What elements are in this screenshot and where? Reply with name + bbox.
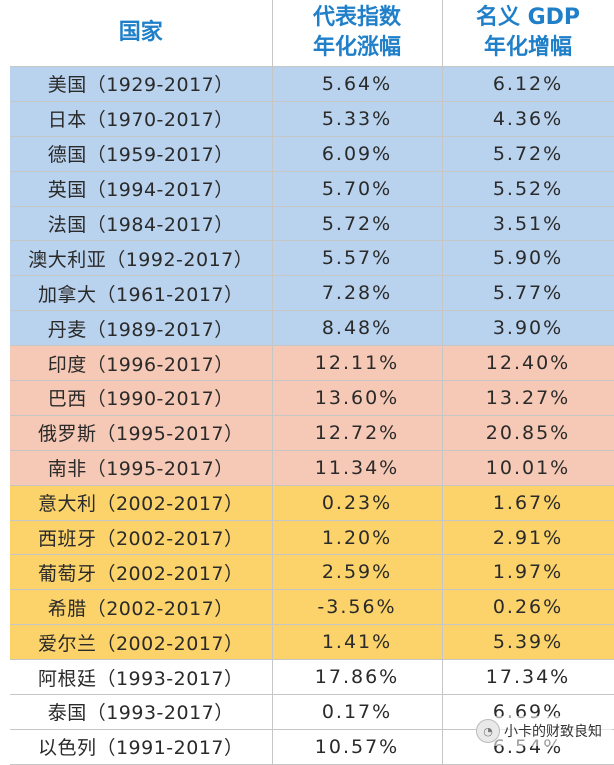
cell-country: 丹麦（1989-2017） — [10, 310, 273, 347]
cell-gdp-growth: 5.77% — [442, 275, 614, 312]
header-country: 国家 — [10, 0, 273, 67]
cell-country: 英国（1994-2017） — [10, 171, 273, 207]
table-row: 意大利（2002-2017） 0.23% 1.67% — [10, 485, 614, 521]
cell-gdp-growth: 13.27% — [442, 380, 614, 416]
watermark: ◔ 小卡的财致良知 — [476, 716, 612, 746]
cell-gdp-growth: 5.39% — [442, 624, 614, 661]
table-row: 日本（1970-2017） 5.33% 4.36% — [10, 101, 614, 137]
cell-country: 爱尔兰（2002-2017） — [10, 624, 273, 661]
cell-country: 加拿大（1961-2017） — [10, 275, 273, 312]
header-index-line2: 年化涨幅 — [312, 35, 401, 60]
cell-country: 巴西（1990-2017） — [10, 380, 273, 416]
cell-country: 南非（1995-2017） — [10, 450, 273, 486]
cell-index-return: 17.86% — [272, 659, 443, 696]
table-row: 德国（1959-2017） 6.09% 5.72% — [10, 136, 614, 172]
table-row: 法国（1984-2017） 5.72% 3.51% — [10, 206, 614, 242]
cell-gdp-growth: 1.67% — [442, 485, 614, 521]
cell-index-return: 8.48% — [272, 310, 443, 347]
header-row: 国家 代表指数 年化涨幅 名义 GDP 年化增幅 — [10, 0, 614, 67]
returns-table: 国家 代表指数 年化涨幅 名义 GDP 年化增幅 美国（1929-2017） 5.… — [10, 0, 614, 765]
cell-country: 日本（1970-2017） — [10, 101, 273, 137]
cell-gdp-growth: 6.12% — [442, 66, 614, 102]
cell-country: 俄罗斯（1995-2017） — [10, 415, 273, 451]
cell-gdp-growth: 0.26% — [442, 589, 614, 626]
watermark-text: 小卡的财致良知 — [504, 724, 602, 740]
cell-country: 德国（1959-2017） — [10, 136, 273, 172]
cell-gdp-growth: 3.51% — [442, 206, 614, 242]
cell-country: 法国（1984-2017） — [10, 206, 273, 242]
table-row: 印度（1996-2017） 12.11% 12.40% — [10, 345, 614, 382]
table-row: 英国（1994-2017） 5.70% 5.52% — [10, 171, 614, 207]
table-row: 希腊（2002-2017） -3.56% 0.26% — [10, 589, 614, 626]
cell-gdp-growth: 5.90% — [442, 240, 614, 277]
cell-index-return: 7.28% — [272, 275, 443, 312]
cell-country: 泰国（1993-2017） — [10, 694, 273, 730]
table-row: 葡萄牙（2002-2017） 2.59% 1.97% — [10, 554, 614, 591]
table-row: 澳大利亚（1992-2017） 5.57% 5.90% — [10, 240, 614, 277]
table-row: 俄罗斯（1995-2017） 12.72% 20.85% — [10, 415, 614, 451]
cell-index-return: -3.56% — [272, 589, 443, 626]
cell-index-return: 5.64% — [272, 66, 443, 102]
cell-gdp-growth: 5.72% — [442, 136, 614, 172]
table-row: 爱尔兰（2002-2017） 1.41% 5.39% — [10, 624, 614, 661]
header-gdp-line2: 年化增幅 — [483, 35, 572, 60]
cell-country: 阿根廷（1993-2017） — [10, 659, 273, 696]
cell-country: 西班牙（2002-2017） — [10, 520, 273, 556]
cell-country: 澳大利亚（1992-2017） — [10, 240, 273, 277]
table-row: 丹麦（1989-2017） 8.48% 3.90% — [10, 310, 614, 347]
table-row: 阿根廷（1993-2017） 17.86% 17.34% — [10, 659, 614, 696]
header-index-line1: 代表指数 — [312, 5, 401, 30]
header-gdp-line1: 名义 GDP — [475, 5, 581, 30]
table-row: 巴西（1990-2017） 13.60% 13.27% — [10, 380, 614, 416]
cell-country: 葡萄牙（2002-2017） — [10, 554, 273, 591]
cell-index-return: 11.34% — [272, 450, 443, 486]
cell-index-return: 13.60% — [272, 380, 443, 416]
cell-index-return: 5.70% — [272, 171, 443, 207]
header-index-return: 代表指数 年化涨幅 — [272, 0, 443, 67]
cell-country: 意大利（2002-2017） — [10, 485, 273, 521]
cell-country: 印度（1996-2017） — [10, 345, 273, 382]
cell-gdp-growth: 12.40% — [442, 345, 614, 382]
table-row: 泰国（1993-2017） 0.17% 6.69% — [10, 694, 614, 730]
cell-index-return: 5.72% — [272, 206, 443, 242]
table-row: 南非（1995-2017） 11.34% 10.01% — [10, 450, 614, 486]
cell-country: 希腊（2002-2017） — [10, 589, 273, 626]
cell-gdp-growth: 20.85% — [442, 415, 614, 451]
cell-country: 以色列（1991-2017） — [10, 729, 273, 765]
cell-index-return: 2.59% — [272, 554, 443, 591]
table-row: 加拿大（1961-2017） 7.28% 5.77% — [10, 275, 614, 312]
cell-gdp-growth: 10.01% — [442, 450, 614, 486]
header-country-label: 国家 — [118, 20, 163, 45]
cell-index-return: 1.20% — [272, 520, 443, 556]
cell-gdp-growth: 17.34% — [442, 659, 614, 696]
cell-index-return: 12.11% — [272, 345, 443, 382]
table-row: 西班牙（2002-2017） 1.20% 2.91% — [10, 520, 614, 556]
cell-country: 美国（1929-2017） — [10, 66, 273, 102]
cell-index-return: 5.57% — [272, 240, 443, 277]
cell-gdp-growth: 1.97% — [442, 554, 614, 591]
cell-index-return: 0.17% — [272, 694, 443, 730]
cell-index-return: 12.72% — [272, 415, 443, 451]
header-gdp-growth: 名义 GDP 年化增幅 — [442, 0, 614, 67]
cell-index-return: 1.41% — [272, 624, 443, 661]
cell-gdp-growth: 3.90% — [442, 310, 614, 347]
cell-gdp-growth: 2.91% — [442, 520, 614, 556]
cell-index-return: 5.33% — [272, 101, 443, 137]
cell-index-return: 10.57% — [272, 729, 443, 765]
cell-gdp-growth: 5.52% — [442, 171, 614, 207]
cell-index-return: 6.09% — [272, 136, 443, 172]
cell-index-return: 0.23% — [272, 485, 443, 521]
table-row: 美国（1929-2017） 5.64% 6.12% — [10, 66, 614, 102]
cell-gdp-growth: 4.36% — [442, 101, 614, 137]
wechat-icon: ◔ — [476, 719, 500, 743]
